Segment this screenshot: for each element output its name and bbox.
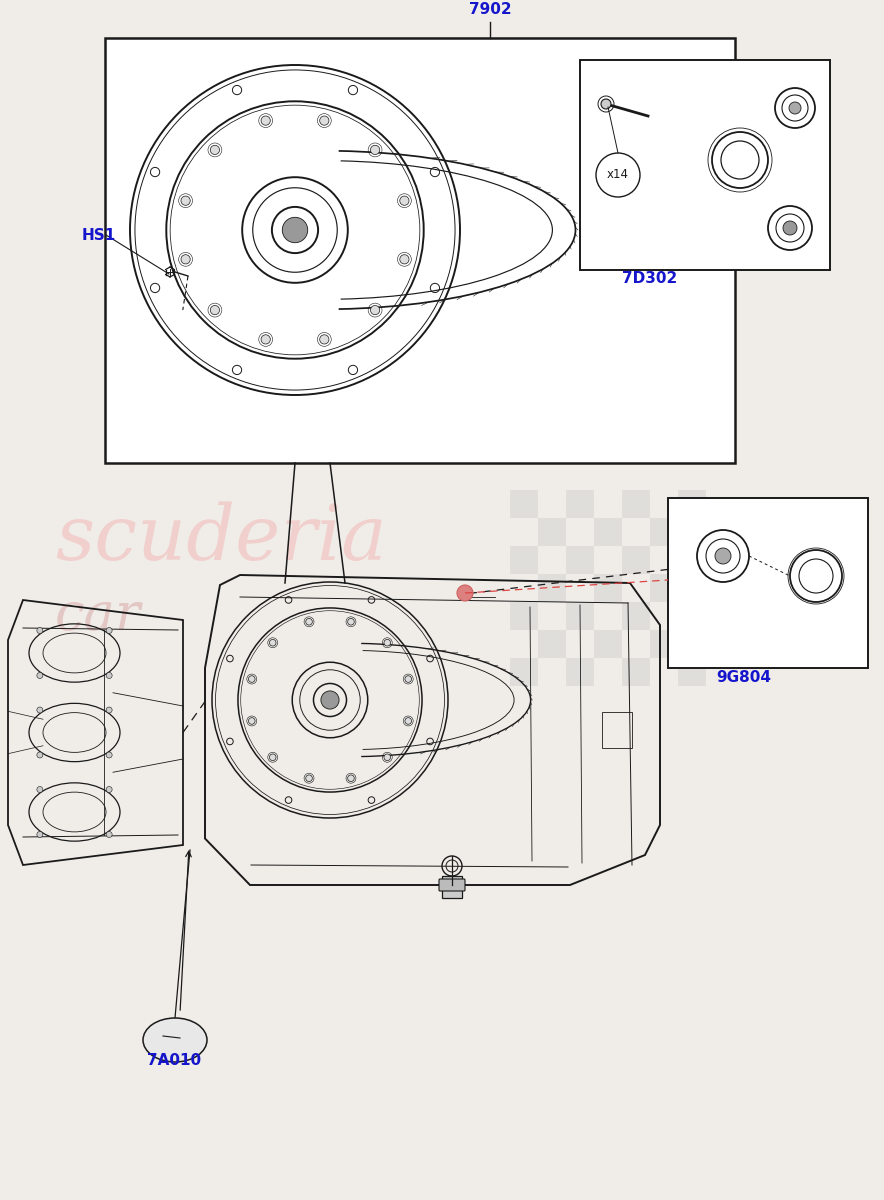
Circle shape (384, 754, 391, 761)
Bar (594, 630, 622, 658)
Circle shape (37, 832, 42, 838)
Circle shape (321, 691, 339, 709)
Circle shape (261, 335, 271, 344)
Bar (678, 546, 706, 574)
Bar (510, 602, 538, 630)
Circle shape (400, 196, 409, 205)
Text: HS1: HS1 (82, 228, 117, 242)
Circle shape (248, 718, 255, 725)
Circle shape (601, 98, 611, 109)
Circle shape (405, 676, 412, 683)
Circle shape (106, 707, 112, 713)
Circle shape (789, 102, 801, 114)
FancyBboxPatch shape (439, 878, 465, 890)
Circle shape (347, 775, 354, 781)
Circle shape (210, 145, 219, 155)
Circle shape (248, 676, 255, 683)
Circle shape (320, 335, 329, 344)
Circle shape (370, 145, 380, 155)
Circle shape (400, 254, 409, 264)
Bar (622, 490, 650, 518)
Circle shape (37, 707, 42, 713)
Bar (510, 546, 538, 574)
Bar (538, 518, 566, 546)
Circle shape (384, 640, 391, 646)
Text: 7D302: 7D302 (622, 271, 677, 286)
Bar (566, 602, 594, 630)
Bar (566, 490, 594, 518)
Bar (510, 490, 538, 518)
Circle shape (306, 775, 312, 781)
Bar (510, 658, 538, 686)
Circle shape (282, 217, 308, 242)
Circle shape (37, 672, 42, 678)
Text: 7902: 7902 (469, 2, 511, 17)
Circle shape (37, 752, 42, 758)
Circle shape (306, 618, 312, 625)
Bar (622, 546, 650, 574)
Bar (566, 546, 594, 574)
Bar (602, 712, 632, 748)
Circle shape (181, 254, 190, 264)
Circle shape (37, 786, 42, 792)
Bar (594, 574, 622, 602)
Circle shape (106, 752, 112, 758)
Bar (566, 658, 594, 686)
Bar (622, 602, 650, 630)
Circle shape (261, 116, 271, 125)
Bar (594, 518, 622, 546)
Bar (678, 490, 706, 518)
Bar (650, 574, 678, 602)
Circle shape (181, 196, 190, 205)
Circle shape (270, 640, 276, 646)
Circle shape (405, 718, 412, 725)
Bar (678, 658, 706, 686)
Bar (538, 630, 566, 658)
Circle shape (106, 672, 112, 678)
Circle shape (347, 618, 354, 625)
Circle shape (106, 786, 112, 792)
Circle shape (715, 548, 731, 564)
Circle shape (37, 628, 42, 634)
Ellipse shape (143, 1018, 207, 1062)
Circle shape (270, 754, 276, 761)
Text: x14: x14 (607, 168, 629, 181)
Bar (668, 498, 868, 668)
Bar (538, 574, 566, 602)
Bar (105, 38, 735, 463)
Bar (580, 60, 830, 270)
Circle shape (106, 628, 112, 634)
Bar (622, 658, 650, 686)
Bar (678, 602, 706, 630)
Circle shape (210, 306, 219, 314)
Text: 9G804: 9G804 (716, 670, 771, 685)
Circle shape (106, 832, 112, 838)
Circle shape (457, 584, 473, 601)
Text: 7A010: 7A010 (147, 1054, 202, 1068)
Bar (650, 518, 678, 546)
Circle shape (783, 221, 797, 235)
Bar (650, 630, 678, 658)
Text: scuderia: scuderia (55, 502, 387, 576)
Circle shape (320, 116, 329, 125)
Bar (442, 876, 462, 898)
Circle shape (370, 306, 380, 314)
Text: car: car (55, 590, 141, 641)
